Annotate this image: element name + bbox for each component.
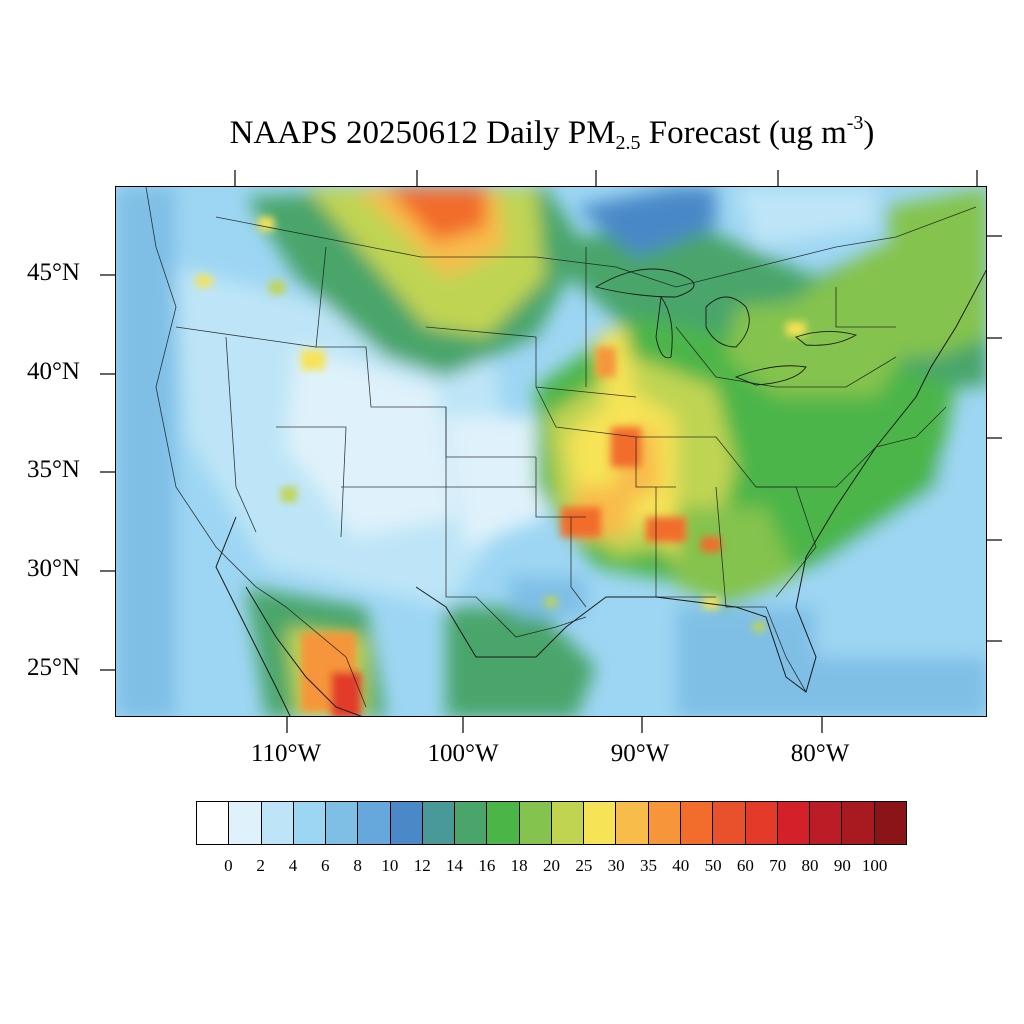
colorbar-label: 60: [736, 856, 754, 875]
colorbar-label: 10: [381, 856, 399, 875]
colorbar-label: 20: [543, 856, 560, 875]
lat-label-30n: 30°N: [26, 555, 80, 582]
colorbar-label: 25: [575, 856, 593, 875]
colorbar-box: [326, 802, 359, 844]
colorbar-box: [584, 802, 617, 844]
colorbar-box: [358, 802, 391, 844]
lat-label-40n: 40°N: [26, 358, 80, 385]
colorbar-box: [874, 802, 906, 844]
colorbar-label: 2: [256, 856, 265, 875]
colorbar-label: 70: [769, 856, 787, 875]
lat-label-25n: 25°N: [26, 654, 80, 681]
colorbar-label: 6: [321, 856, 330, 875]
colorbar-label: 14: [446, 856, 464, 875]
colorbar-box: [648, 802, 681, 844]
colorbar-label: 16: [478, 856, 496, 875]
colorbar-label: 30: [607, 856, 625, 875]
colorbar-box: [293, 802, 327, 844]
lon-label-110w: 110°W: [250, 740, 322, 767]
lat-label-35n: 35°N: [26, 456, 80, 483]
colorbar-box: [487, 802, 520, 844]
colorbar-box: [810, 802, 843, 844]
colorbar-box: [455, 802, 488, 844]
colorbar-box: [229, 802, 262, 844]
colorbar-label: 80: [801, 856, 819, 875]
colorbar-box: [713, 802, 746, 844]
colorbar-box: [519, 802, 552, 844]
colorbar-label: 35: [639, 856, 657, 875]
colorbar-box: [745, 802, 778, 844]
colorbar-label: 4: [288, 856, 298, 875]
colorbar-box: [197, 802, 230, 844]
colorbar-box: [390, 802, 423, 844]
colorbar-label: 8: [353, 856, 362, 875]
lon-label-90w: 90°W: [610, 740, 670, 767]
colorbar-label: 50: [704, 856, 722, 875]
colorbar-box: [261, 802, 294, 844]
colorbar-label: 18: [510, 856, 528, 875]
colorbar-box: [616, 802, 649, 844]
colorbar-label: 40: [672, 856, 690, 875]
lon-label-80w: 80°W: [790, 740, 850, 767]
colorbar-label: 90: [833, 856, 851, 875]
colorbar-label: 12: [413, 856, 431, 875]
colorbar-label: 0: [224, 856, 233, 875]
colorbar: [196, 801, 907, 845]
colorbar-box: [777, 802, 811, 844]
map-title: NAAPS 20250612 Daily PM2.5 Forecast (ug …: [229, 112, 875, 154]
colorbar-box: [422, 802, 456, 844]
colorbar-box: [551, 802, 585, 844]
lon-label-100w: 100°W: [427, 740, 499, 767]
lat-label-45n: 45°N: [26, 259, 80, 286]
colorbar-box: [680, 802, 714, 844]
pm25-forecast-map: [115, 186, 987, 717]
colorbar-label: 100: [861, 856, 888, 875]
colorbar-box: [842, 802, 875, 844]
